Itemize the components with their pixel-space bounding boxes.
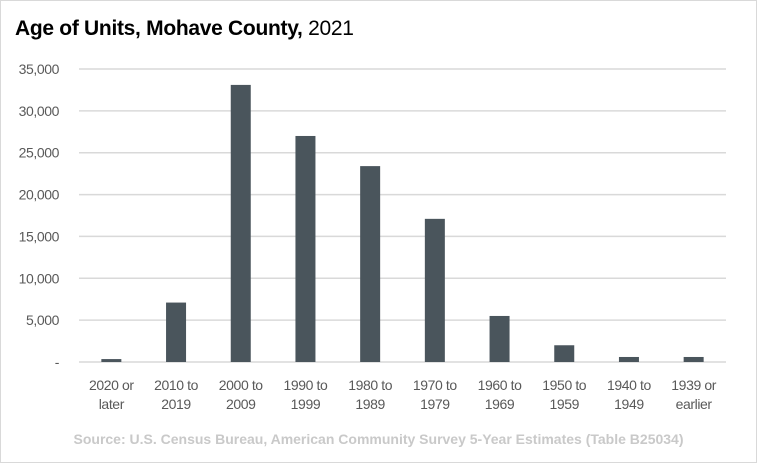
x-tick-label: 1969: [485, 396, 515, 412]
x-tick-label: 1940 to: [607, 377, 652, 393]
bar: [166, 302, 187, 362]
x-tick-label: 1999: [291, 396, 321, 412]
y-tick-label: -: [55, 354, 60, 370]
y-tick-label: 20,000: [19, 187, 60, 203]
bar: [554, 345, 575, 362]
x-tick-label: 2009: [226, 396, 256, 412]
chart-title-bold: Age of Units, Mohave County,: [15, 17, 303, 40]
bar: [683, 356, 704, 362]
y-tick-label: 30,000: [19, 103, 60, 119]
x-tick-label: 2019: [161, 396, 191, 412]
x-tick-label: 2010 to: [154, 377, 199, 393]
x-tick-label: 1989: [355, 396, 385, 412]
x-tick-label: 1939 or: [671, 377, 716, 393]
x-tick-label: 1960 to: [478, 377, 523, 393]
x-tick-label: 2000 to: [219, 377, 264, 393]
y-tick-label: 10,000: [19, 270, 60, 286]
source-note: Source: U.S. Census Bureau, American Com…: [73, 431, 684, 447]
y-tick-label: 35,000: [19, 61, 60, 77]
bar: [101, 359, 122, 362]
chart-title-year: 2021: [308, 17, 354, 40]
x-tick-label: 1950 to: [542, 377, 587, 393]
bar: [424, 218, 445, 362]
y-tick-label: 25,000: [19, 145, 60, 161]
x-tick-label: earlier: [676, 396, 713, 412]
x-tick-label: 2020 or: [89, 377, 134, 393]
x-tick-label: later: [99, 396, 125, 412]
bar: [360, 166, 381, 362]
x-tick-label: 1980 to: [348, 377, 393, 393]
chart-title: Age of Units, Mohave County, 2021: [15, 17, 354, 41]
bar: [295, 135, 316, 362]
y-tick-label: 15,000: [19, 228, 60, 244]
bar: [489, 315, 510, 362]
x-tick-label: 1949: [614, 396, 644, 412]
y-tick-label: 5,000: [26, 312, 60, 328]
x-tick-label: 1959: [549, 396, 579, 412]
x-tick-label: 1979: [420, 396, 450, 412]
x-tick-label: 1990 to: [283, 377, 328, 393]
bar: [230, 84, 251, 363]
x-tick-label: 1970 to: [413, 377, 458, 393]
bar: [618, 356, 639, 362]
